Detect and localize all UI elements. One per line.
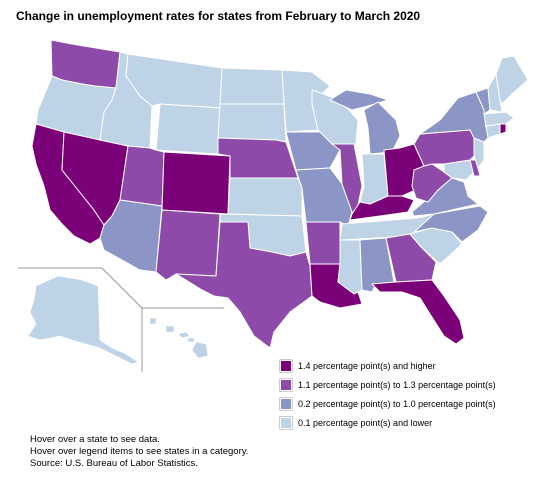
state-hi-1[interactable] (149, 317, 157, 325)
state-ri[interactable] (499, 123, 507, 135)
legend-label: 1.4 percentage point(s) and higher (298, 360, 436, 371)
state-nh[interactable] (487, 73, 503, 113)
state-hi-5[interactable] (191, 341, 209, 359)
state-ne[interactable] (217, 137, 299, 179)
state-ky[interactable] (349, 195, 415, 221)
state-hi-2[interactable] (165, 325, 175, 333)
legend-swatch (280, 416, 292, 429)
state-wy[interactable] (155, 103, 221, 155)
state-me[interactable] (495, 55, 529, 105)
state-ks[interactable] (227, 177, 303, 217)
legend: 1.4 percentage point(s) and higher 1.1 p… (280, 356, 496, 432)
state-pa[interactable] (413, 129, 477, 167)
legend-item-1-4-and-higher[interactable]: 1.4 percentage point(s) and higher (280, 356, 496, 375)
state-nm[interactable] (155, 209, 221, 281)
state-hi-4[interactable] (187, 337, 195, 343)
inset-frame-lines (18, 267, 224, 372)
legend-item-0-2-to-1-0[interactable]: 0.2 percentage point(s) to 1.0 percentag… (280, 394, 496, 413)
state-de[interactable] (469, 159, 481, 177)
state-vt[interactable] (475, 87, 491, 115)
hover-state-note: Hover over a state to see data. (30, 434, 160, 445)
state-fl[interactable] (371, 279, 465, 345)
legend-label: 0.1 percentage point(s) and lower (298, 417, 433, 428)
state-ar[interactable] (305, 221, 341, 265)
state-sd[interactable] (217, 103, 287, 143)
hover-legend-note: Hover over legend items to see states in… (30, 446, 249, 457)
us-choropleth-map (18, 39, 529, 372)
state-mi-upper[interactable] (329, 89, 389, 111)
page-title: Change in unemployment rates for states … (16, 9, 421, 23)
state-tx[interactable] (175, 221, 313, 349)
state-ut[interactable] (119, 145, 165, 207)
state-co[interactable] (161, 151, 231, 215)
state-nd[interactable] (219, 67, 285, 105)
legend-swatch (280, 397, 292, 410)
source-note: Source: U.S. Bureau of Labor Statistics. (30, 458, 198, 469)
state-nc[interactable] (413, 205, 489, 243)
state-hi-3[interactable] (177, 331, 191, 339)
legend-swatch (280, 378, 292, 391)
footnotes: Hover over a state to see data. Hover ov… (30, 434, 248, 470)
state-ak[interactable] (27, 275, 139, 365)
legend-item-1-1-to-1-3[interactable]: 1.1 percentage point(s) to 1.3 percentag… (280, 375, 496, 394)
state-mi[interactable] (363, 101, 401, 155)
legend-item-0-1-and-lower[interactable]: 0.1 percentage point(s) and lower (280, 413, 496, 432)
legend-label: 0.2 percentage point(s) to 1.0 percentag… (298, 398, 496, 409)
legend-swatch (280, 359, 292, 372)
state-ma[interactable] (483, 111, 515, 127)
legend-label: 1.1 percentage point(s) to 1.3 percentag… (298, 379, 496, 390)
state-in[interactable] (359, 153, 389, 205)
